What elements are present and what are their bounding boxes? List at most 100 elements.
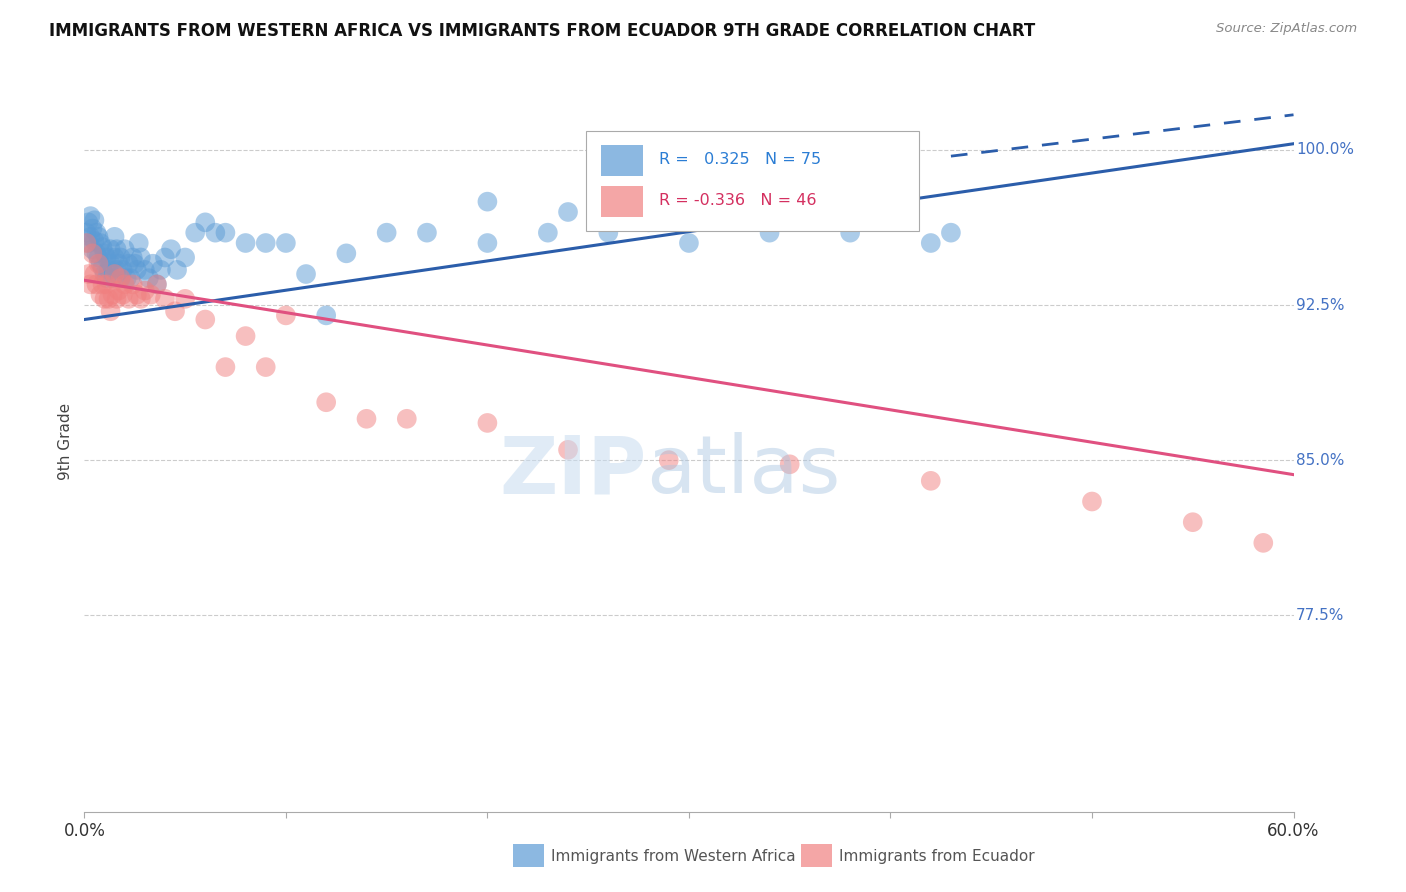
Point [129,292,152,306]
Point [125,263,148,277]
Point [779,458,801,472]
Point [235,329,257,343]
Point [104,229,127,244]
Point [100,304,122,318]
Point [416,226,439,240]
Point [107,284,129,298]
Point [118,257,141,271]
Point [477,235,499,250]
Point [637,215,659,229]
Point [598,226,620,240]
Point [146,277,169,292]
Point [86,246,108,260]
Point [235,235,257,250]
Point [91,277,114,292]
Point [83,213,105,227]
Point [184,226,207,240]
Point [89,287,111,301]
Point [658,453,681,467]
Point [129,251,152,265]
Point [77,215,100,229]
Point [87,229,110,244]
Point [149,263,172,277]
Point [395,411,418,425]
Text: R =   0.325   N = 75: R = 0.325 N = 75 [659,152,821,167]
Point [758,226,780,240]
Point [128,235,150,250]
Point [295,267,318,281]
Point [96,251,118,265]
Point [111,287,134,301]
Text: 77.5%: 77.5% [1296,607,1344,623]
Point [920,235,942,250]
Point [174,292,197,306]
Point [134,284,156,298]
Point [86,277,108,292]
Point [194,312,217,326]
Point [153,251,176,265]
Point [107,257,129,271]
Point [356,411,378,425]
Point [82,221,104,235]
Point [97,263,120,277]
Point [79,277,101,292]
Point [315,309,337,323]
Point [153,292,176,306]
Point [105,242,128,256]
Point [477,416,499,430]
Point [121,277,143,292]
Point [101,271,124,285]
FancyBboxPatch shape [586,130,918,230]
Point [537,226,560,240]
Point [93,246,115,260]
Point [104,251,127,265]
Point [124,257,146,271]
Text: 85.0%: 85.0% [1296,452,1344,467]
Point [97,292,120,306]
Point [79,209,101,223]
Point [91,240,114,254]
Point [1253,536,1275,550]
Point [89,257,111,271]
Point [194,215,217,229]
Point [93,267,115,281]
Point [274,309,297,323]
Point [82,246,104,260]
Point [718,205,741,219]
Text: ZIP: ZIP [499,432,647,510]
Text: Source: ZipAtlas.com: Source: ZipAtlas.com [1216,22,1357,36]
Point [87,251,110,265]
Point [1081,494,1104,508]
Point [77,267,100,281]
Point [166,263,188,277]
Point [214,226,236,240]
Point [274,235,297,250]
Point [110,271,132,285]
Point [121,251,143,265]
Point [678,235,700,250]
Point [139,287,162,301]
Point [101,287,124,301]
Point [100,242,122,256]
Point [204,226,226,240]
Point [254,360,277,375]
Point [82,242,104,256]
Point [557,442,579,457]
Point [557,205,579,219]
Point [120,271,142,285]
Point [477,194,499,209]
Point [114,277,136,292]
Point [114,242,136,256]
Point [105,292,128,306]
Point [93,292,115,306]
Point [214,360,236,375]
Point [138,271,160,285]
Point [174,251,197,265]
Point [89,235,111,250]
Y-axis label: 9th Grade: 9th Grade [58,403,73,480]
Point [105,263,128,277]
Point [96,277,118,292]
Point [165,304,187,318]
Point [920,474,942,488]
Point [125,287,148,301]
